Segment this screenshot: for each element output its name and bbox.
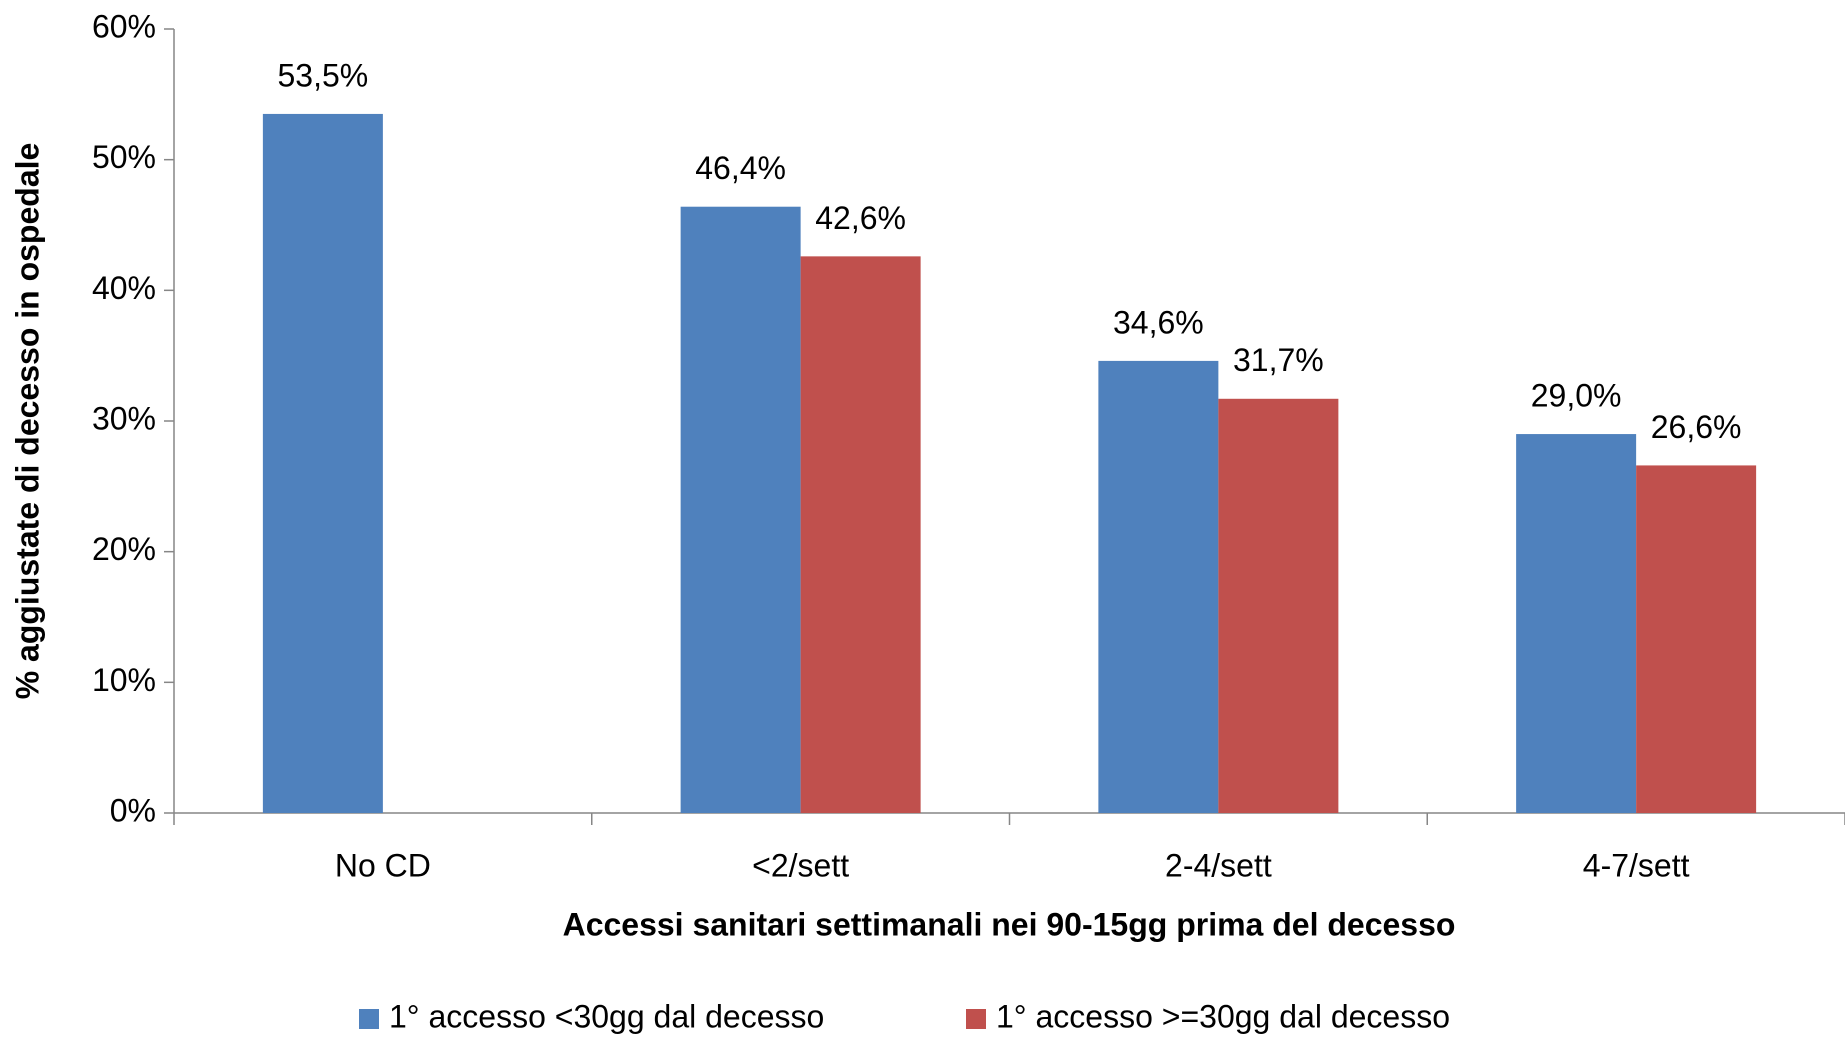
x-tick-label: 4-7/sett xyxy=(1583,847,1690,883)
x-tick-label: No CD xyxy=(335,847,431,883)
data-label: 31,7% xyxy=(1233,342,1324,378)
legend-label: 1° accesso <30gg dal decesso xyxy=(389,998,824,1034)
x-axis-label: Accessi sanitari settimanali nei 90-15gg… xyxy=(563,906,1456,942)
data-label: 29,0% xyxy=(1531,378,1622,414)
data-label: 46,4% xyxy=(695,150,786,186)
legend-label: 1° accesso >=30gg dal decesso xyxy=(996,998,1450,1034)
bar xyxy=(1636,465,1757,813)
y-tick-label: 20% xyxy=(92,531,156,567)
y-axis-label: % aggiustate di decesso in ospedale xyxy=(9,143,45,700)
y-tick-label: 40% xyxy=(92,270,156,306)
bar xyxy=(262,113,383,813)
y-tick-label: 0% xyxy=(110,792,156,828)
legend-swatch xyxy=(966,1009,986,1029)
y-tick-label: 10% xyxy=(92,662,156,698)
data-label: 26,6% xyxy=(1651,409,1742,445)
bar xyxy=(1098,360,1219,813)
data-label: 53,5% xyxy=(278,57,369,93)
bar xyxy=(1218,398,1339,813)
y-tick-label: 60% xyxy=(92,8,156,44)
data-label: 42,6% xyxy=(815,200,906,236)
bar xyxy=(800,256,921,813)
y-tick-label: 30% xyxy=(92,400,156,436)
data-label: 34,6% xyxy=(1113,304,1204,340)
x-tick-label: <2/sett xyxy=(752,847,849,883)
x-tick-label: 2-4/sett xyxy=(1165,847,1272,883)
bar xyxy=(680,206,801,813)
bar xyxy=(1516,434,1637,813)
y-tick-label: 50% xyxy=(92,139,156,175)
legend-swatch xyxy=(359,1009,379,1029)
